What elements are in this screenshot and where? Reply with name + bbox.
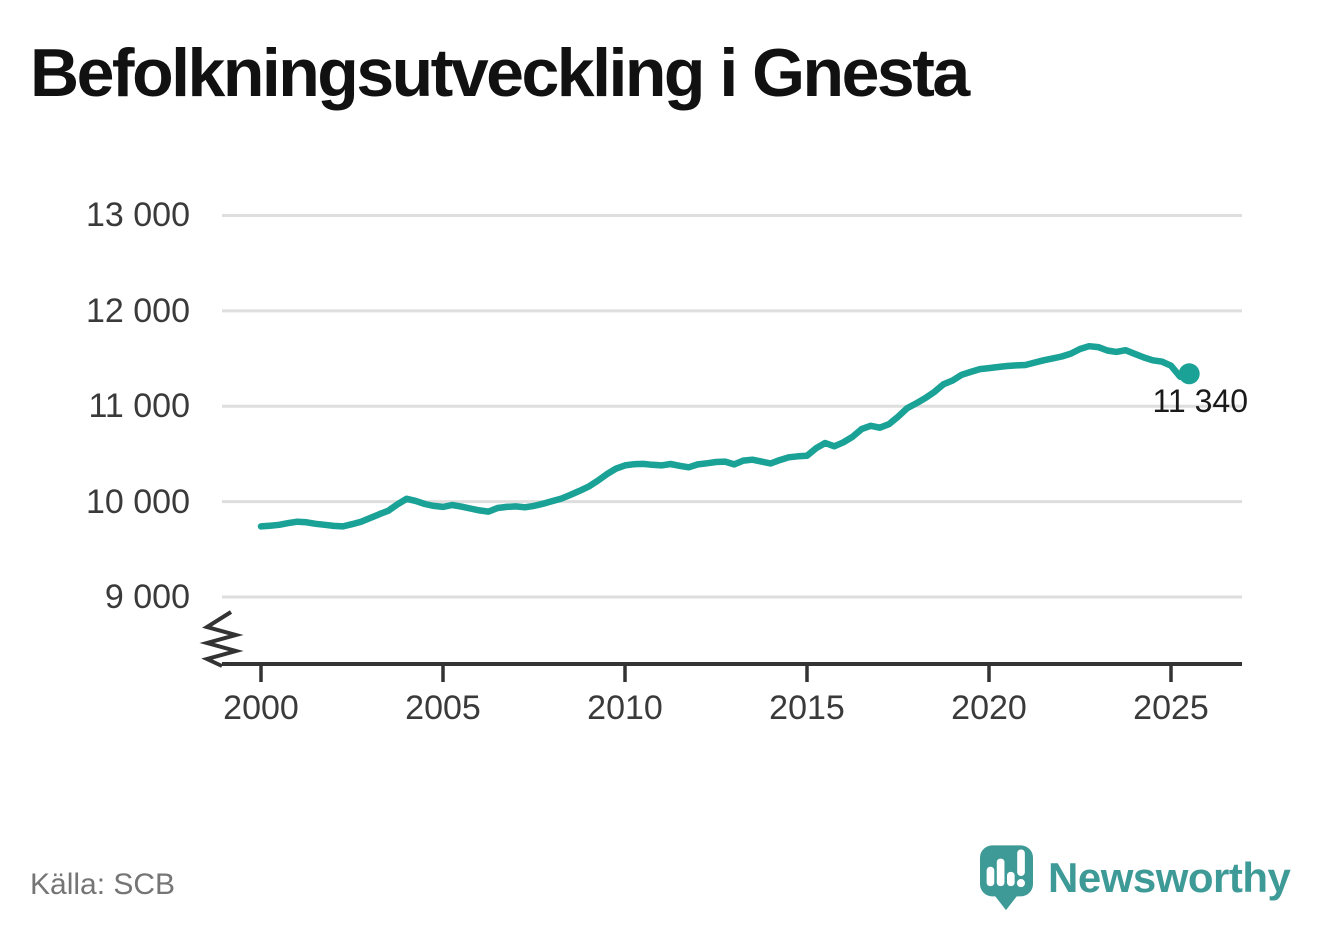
newsworthy-bubble-barchart-icon (980, 845, 1033, 911)
x-tick-label-2000: 2000 (223, 689, 299, 727)
series-line (257, 342, 1193, 530)
axis-break-icon (199, 610, 244, 668)
end-point-label: 11 340 (1152, 383, 1249, 419)
y-tick-label-12000: 12 000 (86, 292, 190, 330)
newsworthy-logo: Newsworthy (980, 845, 1291, 911)
x-tick-label-2015: 2015 (769, 689, 845, 727)
x-tick-label-2025: 2025 (1133, 689, 1209, 727)
page-title: Befolkningsutveckling i Gnesta (30, 35, 970, 111)
y-tick-label-9000: 9 000 (104, 578, 190, 616)
x-tick-label-2010: 2010 (587, 689, 663, 727)
x-tick-label-2020: 2020 (951, 689, 1027, 727)
y-tick-label-10000: 10 000 (86, 483, 190, 521)
newsworthy-wordmark: Newsworthy (1048, 854, 1291, 901)
source-note: Källa: SCB (30, 868, 176, 901)
y-tick-label-11000: 11 000 (88, 387, 190, 425)
y-tick-label-13000: 13 000 (86, 196, 190, 234)
end-point-dot (1178, 363, 1200, 385)
x-tick-label-2005: 2005 (405, 689, 481, 727)
